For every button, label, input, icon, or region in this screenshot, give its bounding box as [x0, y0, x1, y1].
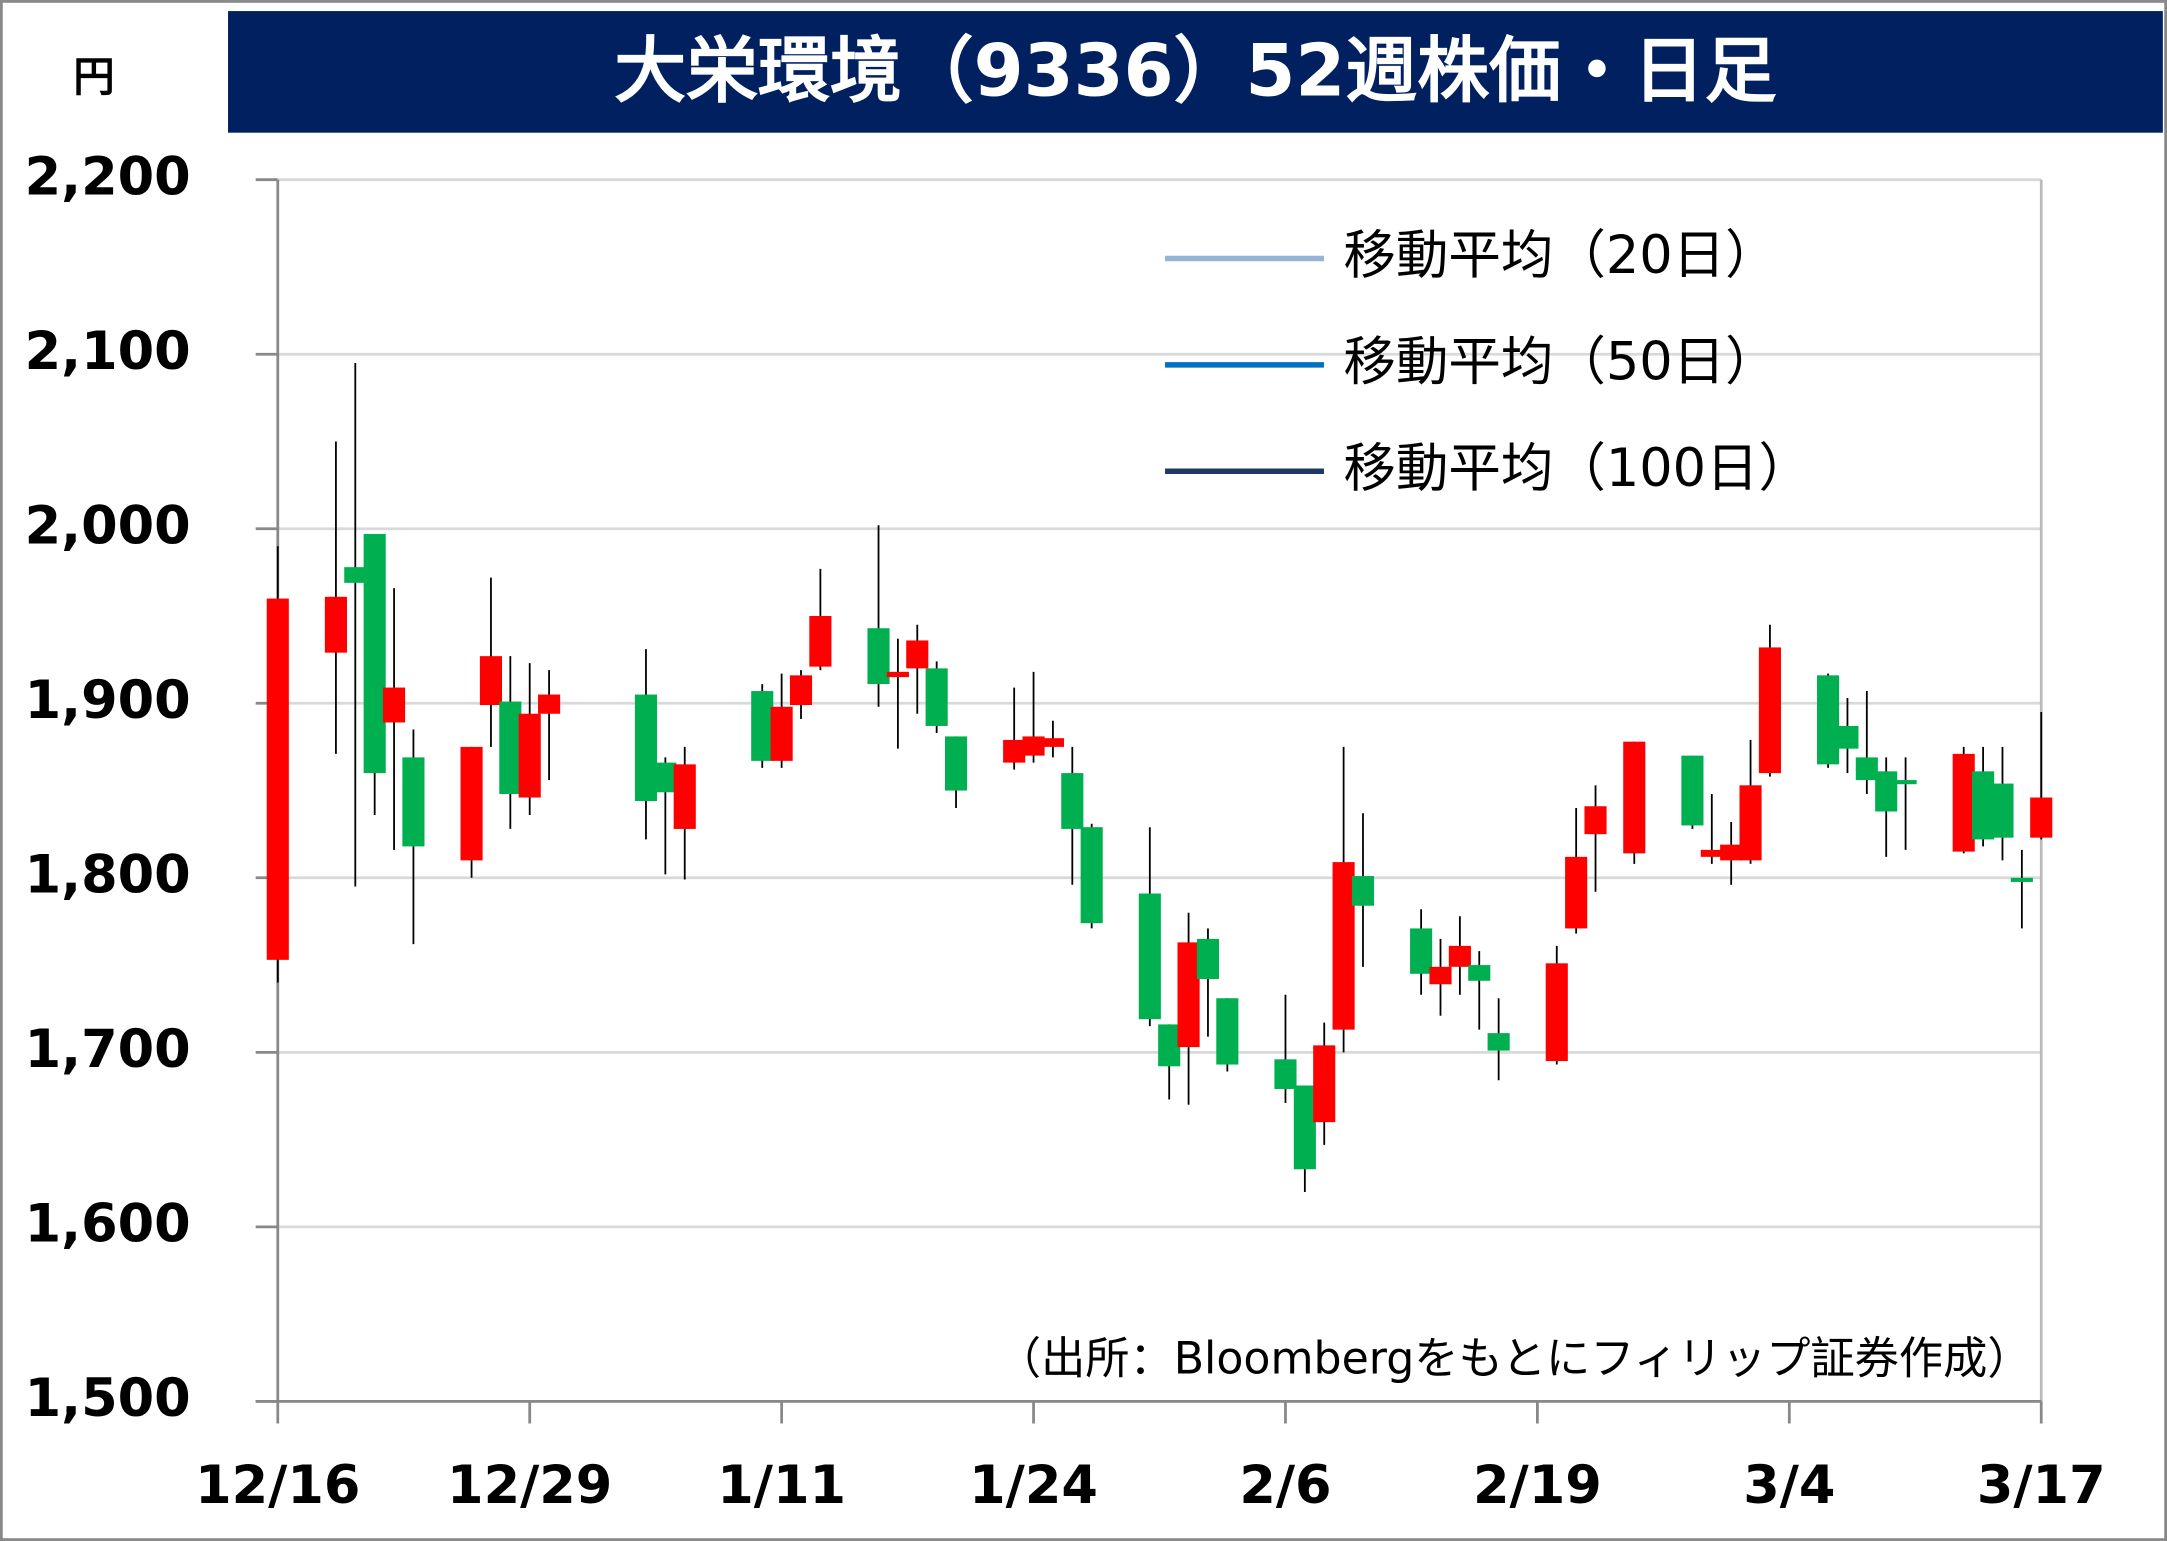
candle-body — [1448, 945, 1471, 967]
candle-body — [1972, 771, 1995, 840]
legend-label: 移動平均（20日） — [1343, 225, 1777, 286]
candle-body — [518, 713, 541, 798]
x-tick-label: 2/19 — [1473, 1455, 1602, 1516]
candle-body — [1894, 780, 1917, 785]
candle-body — [1274, 1059, 1297, 1089]
candle-body — [634, 694, 658, 802]
candle-body — [460, 746, 483, 861]
legend-label: 移動平均（50日） — [1343, 332, 1777, 393]
candle-body — [344, 567, 367, 583]
x-tick-label: 3/17 — [1977, 1455, 2106, 1516]
candle-body — [1138, 893, 1161, 1020]
candle-body — [673, 764, 696, 829]
candle-body — [1681, 755, 1704, 826]
y-tick-label: 1,800 — [25, 844, 191, 905]
candle-body — [925, 668, 948, 726]
x-tick-label: 2/6 — [1239, 1455, 1331, 1516]
candle-body — [1991, 783, 2014, 838]
candle-body — [1313, 1045, 1336, 1123]
candle-body — [324, 596, 347, 653]
y-tick-label: 1,500 — [25, 1368, 191, 1429]
x-tick-label: 12/16 — [195, 1455, 360, 1516]
candle-body — [1332, 862, 1355, 1030]
candle-body — [1468, 965, 1491, 981]
candle-body — [789, 675, 813, 706]
candle-body — [1041, 738, 1064, 747]
candle-body — [1429, 966, 1452, 985]
candle-body — [867, 628, 890, 685]
x-tick-label: 3/4 — [1743, 1455, 1835, 1516]
candle-body — [1855, 757, 1878, 781]
candle-body — [479, 656, 503, 706]
candle-body — [1565, 856, 1588, 929]
y-tick-label: 2,100 — [25, 321, 191, 382]
title-bar — [228, 11, 2163, 133]
candle-body — [809, 616, 832, 667]
candle-body — [1875, 771, 1898, 812]
source-note: （出所：Bloombergをもとにフィリップ証券作成） — [997, 1333, 2032, 1384]
candle-body — [266, 598, 289, 960]
candle-body — [1196, 938, 1220, 980]
chart-title: 大栄環境（9336）52週株価・日足 — [614, 29, 1776, 113]
x-tick-label: 1/24 — [969, 1455, 1098, 1516]
candle-body — [1739, 785, 1762, 861]
candle-body — [1545, 963, 1568, 1062]
candle-body — [1022, 736, 1045, 756]
candle-body — [1952, 753, 1975, 852]
candle-body — [538, 694, 561, 714]
candle-body — [2010, 877, 2033, 882]
candle-body — [1351, 876, 1375, 906]
candle-body — [886, 671, 909, 678]
candle-body — [1080, 827, 1103, 924]
candle-body — [944, 736, 968, 791]
candle-body — [1836, 725, 1859, 749]
candle-body — [1410, 928, 1433, 974]
x-tick-label: 1/11 — [717, 1455, 846, 1516]
y-unit: 円 — [73, 53, 114, 101]
y-tick-label: 1,700 — [25, 1019, 191, 1080]
y-tick-label: 2,000 — [25, 495, 191, 556]
y-tick-label: 1,900 — [25, 670, 191, 731]
candle-body — [1216, 998, 1239, 1065]
candle-body — [363, 533, 386, 774]
candle-body — [1293, 1085, 1316, 1170]
candle-body — [1817, 675, 1840, 765]
candle-body — [1700, 849, 1723, 857]
candle-body — [1487, 1033, 1510, 1051]
candle-body — [1584, 806, 1607, 835]
candle-body — [1623, 741, 1646, 854]
candle-body — [1177, 942, 1200, 1048]
candle-body — [654, 762, 677, 793]
candle-body — [2030, 797, 2053, 838]
candle-body — [402, 757, 425, 847]
candle-body — [770, 706, 793, 761]
y-tick-label: 1,600 — [25, 1194, 191, 1255]
y-tick-label: 2,200 — [25, 146, 191, 207]
candle-body — [1003, 739, 1026, 763]
candle-body — [751, 691, 774, 761]
legend-label: 移動平均（100日） — [1343, 438, 1811, 499]
candle-body — [1758, 647, 1781, 774]
candle-body — [499, 701, 522, 795]
candle-body — [1061, 773, 1084, 829]
candle-body — [1158, 1024, 1181, 1067]
candle-body — [1720, 844, 1743, 861]
x-tick-label: 12/29 — [447, 1455, 612, 1516]
candle-body — [906, 640, 929, 669]
candle-body — [383, 687, 406, 723]
